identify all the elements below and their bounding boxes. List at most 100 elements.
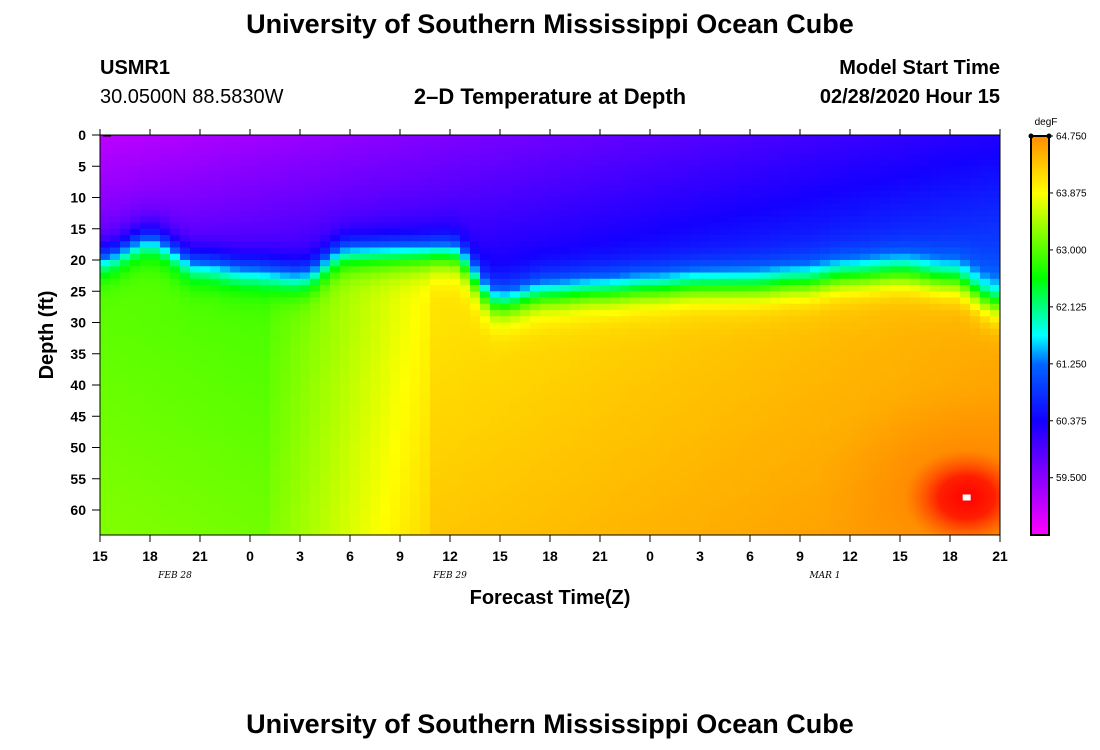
- heatmap-cell: [760, 147, 771, 155]
- heatmap-cell: [830, 397, 841, 405]
- heatmap-cell: [570, 385, 581, 392]
- heatmap-cell: [220, 366, 231, 374]
- heatmap-cell: [670, 210, 681, 217]
- heatmap-cell: [270, 372, 281, 380]
- heatmap-cell: [840, 297, 851, 305]
- heatmap-cell: [620, 410, 631, 417]
- heatmap-cell: [270, 366, 281, 374]
- heatmap-cell: [160, 403, 171, 411]
- heatmap-cell: [160, 272, 171, 280]
- heatmap-cell: [490, 278, 501, 286]
- heatmap-cell: [510, 466, 521, 474]
- heatmap-cell: [190, 278, 201, 286]
- heatmap-cell: [560, 478, 571, 486]
- heatmap-cell: [310, 435, 321, 442]
- heatmap-cell: [180, 491, 191, 499]
- heatmap-cell: [530, 203, 541, 211]
- heatmap-cell: [130, 453, 141, 461]
- heatmap-cell: [710, 185, 721, 192]
- heatmap-cell: [270, 341, 281, 349]
- heatmap-cell: [470, 435, 481, 442]
- heatmap-cell: [830, 241, 841, 249]
- heatmap-cell: [270, 335, 281, 342]
- heatmap-cell: [400, 472, 411, 480]
- heatmap-cell: [260, 141, 271, 149]
- heatmap-cell: [860, 141, 871, 149]
- heatmap-cell: [460, 347, 471, 355]
- heatmap-cell: [200, 403, 211, 411]
- heatmap-cell: [200, 391, 211, 399]
- heatmap-cell: [460, 272, 471, 280]
- heatmap-cell: [510, 328, 521, 336]
- heatmap-cell: [110, 172, 121, 180]
- heatmap-cell: [840, 403, 851, 411]
- heatmap-cell: [270, 203, 281, 211]
- heatmap-cell: [240, 241, 251, 249]
- heatmap-cell: [130, 510, 141, 517]
- heatmap-cell: [530, 278, 541, 286]
- heatmap-cell: [420, 497, 431, 505]
- heatmap-cell: [270, 303, 281, 311]
- heatmap-cell: [740, 241, 751, 249]
- heatmap-cell: [180, 397, 191, 405]
- heatmap-cell: [130, 303, 141, 311]
- heatmap-cell: [340, 247, 351, 255]
- heatmap-cell: [830, 216, 841, 224]
- heatmap-cell: [520, 247, 531, 255]
- heatmap-cell: [620, 328, 631, 336]
- heatmap-cell: [220, 228, 231, 236]
- heatmap-cell: [580, 347, 591, 355]
- heatmap-cell: [120, 385, 131, 392]
- heatmap-cell: [640, 135, 651, 142]
- heatmap-cell: [530, 466, 541, 474]
- heatmap-cell: [570, 260, 581, 267]
- heatmap-cell: [510, 353, 521, 361]
- heatmap-cell: [760, 472, 771, 480]
- heatmap-cell: [760, 341, 771, 349]
- heatmap-cell: [480, 416, 491, 424]
- heatmap-cell: [490, 378, 501, 386]
- heatmap-cell: [280, 166, 291, 174]
- heatmap-cell: [730, 435, 741, 442]
- heatmap-cell: [470, 422, 481, 430]
- heatmap-cell: [650, 266, 661, 274]
- heatmap-cell: [420, 253, 431, 261]
- heatmap-cell: [320, 328, 331, 336]
- heatmap-cell: [230, 466, 241, 474]
- heatmap-cell: [550, 416, 561, 424]
- heatmap-cell: [660, 285, 671, 292]
- heatmap-cell: [710, 435, 721, 442]
- heatmap-cell: [460, 435, 471, 442]
- heatmap-cell: [330, 516, 341, 524]
- heatmap-cell: [620, 247, 631, 255]
- heatmap-cell: [510, 347, 521, 355]
- heatmap-cell: [570, 235, 581, 242]
- heatmap-cell: [830, 141, 841, 149]
- heatmap-cell: [370, 366, 381, 374]
- heatmap-cell: [560, 485, 571, 492]
- heatmap-cell: [450, 397, 461, 405]
- heatmap-cell: [710, 485, 721, 492]
- heatmap-cell: [560, 441, 571, 449]
- heatmap-cell: [470, 366, 481, 374]
- heatmap-cell: [650, 497, 661, 505]
- heatmap-cell: [730, 428, 741, 436]
- heatmap-cell: [720, 241, 731, 249]
- heatmap-cell: [370, 310, 381, 317]
- heatmap-cell: [370, 147, 381, 155]
- heatmap-cell: [830, 297, 841, 305]
- heatmap-cell: [180, 416, 191, 424]
- heatmap-cell: [470, 522, 481, 530]
- heatmap-cell: [340, 303, 351, 311]
- heatmap-cell: [760, 360, 771, 367]
- heatmap-cell: [780, 310, 791, 317]
- heatmap-cell: [220, 391, 231, 399]
- heatmap-cell: [260, 372, 271, 380]
- heatmap-cell: [260, 497, 271, 505]
- heatmap-cell: [540, 528, 551, 535]
- heatmap-cell: [640, 191, 651, 199]
- heatmap-cell: [310, 385, 321, 392]
- heatmap-cell: [610, 160, 621, 167]
- heatmap-cell: [760, 172, 771, 180]
